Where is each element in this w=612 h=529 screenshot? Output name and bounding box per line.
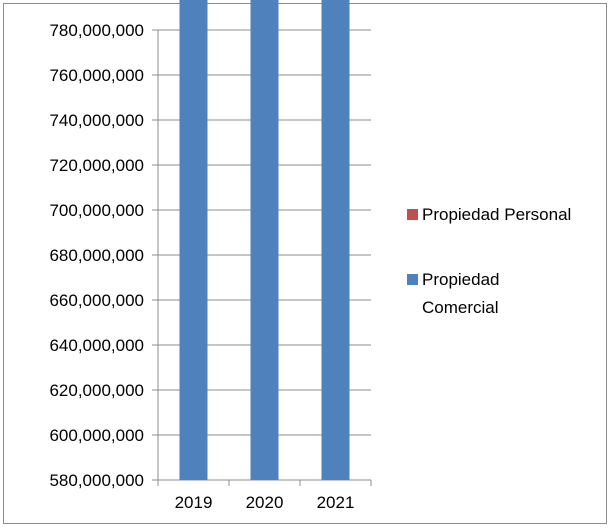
x-tick-label: 2019 (175, 493, 213, 512)
axes (157, 30, 372, 486)
chart-frame (3, 3, 607, 524)
legend-label: Propiedad (422, 270, 500, 289)
y-tick-label: 680,000,000 (49, 246, 144, 265)
bar-segment (321, 0, 350, 480)
y-tick-label: 760,000,000 (49, 66, 144, 85)
y-tick-label: 700,000,000 (49, 201, 144, 220)
x-tick-label: 2020 (246, 493, 284, 512)
legend-swatch (407, 274, 418, 285)
y-tick-label: 580,000,000 (49, 471, 144, 490)
legend: Propiedad Personal Propiedad Comercial (407, 205, 571, 317)
legend-label: Comercial (422, 298, 499, 317)
y-tick-label: 720,000,000 (49, 156, 144, 175)
y-tick-label: 620,000,000 (49, 381, 144, 400)
y-tick-label: 640,000,000 (49, 336, 144, 355)
y-tick-label: 660,000,000 (49, 291, 144, 310)
y-tick-label: 740,000,000 (49, 111, 144, 130)
x-axis-tick-labels: 2019 2020 2021 (175, 493, 355, 512)
bar-segment (250, 0, 279, 480)
y-axis-tick-labels: 580,000,000 600,000,000 620,000,000 640,000… (49, 21, 144, 490)
legend-label: Propiedad Personal (422, 205, 571, 224)
x-tick-label: 2021 (317, 493, 355, 512)
bars (179, 0, 350, 480)
y-tick-label: 600,000,000 (49, 426, 144, 445)
y-tick-label: 780,000,000 (49, 21, 144, 40)
bar-segment (179, 0, 208, 480)
legend-swatch (407, 209, 418, 220)
